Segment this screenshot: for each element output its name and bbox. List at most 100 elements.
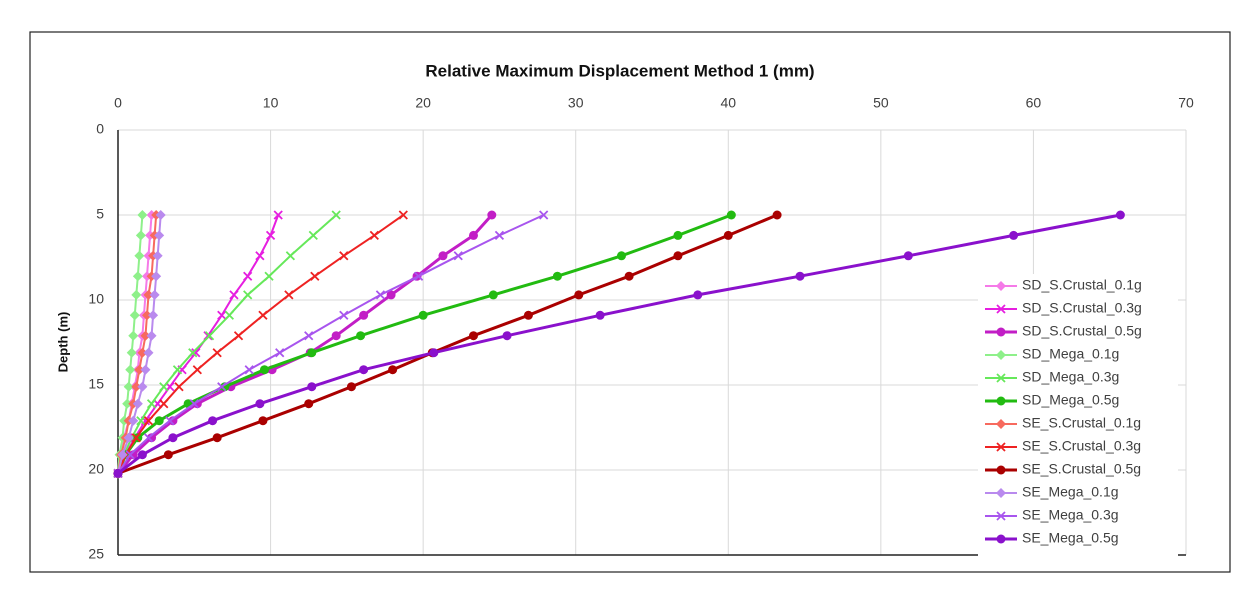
y-tick-label: 20 xyxy=(88,461,104,477)
marker xyxy=(996,442,1006,452)
marker xyxy=(126,347,137,358)
marker xyxy=(369,230,379,241)
y-axis-label: Depth (m) xyxy=(55,312,70,373)
marker xyxy=(624,271,634,281)
legend-label: SD_S.Crustal_0.5g xyxy=(1022,323,1142,339)
marker xyxy=(123,381,134,392)
marker xyxy=(165,416,175,426)
marker xyxy=(386,290,396,300)
marker xyxy=(310,271,320,281)
marker xyxy=(996,419,1006,429)
marker xyxy=(143,347,154,358)
legend-label: SE_S.Crustal_0.3g xyxy=(1022,438,1141,454)
marker xyxy=(154,230,165,241)
legend-label: SE_Mega_0.1g xyxy=(1022,484,1119,500)
legend-label: SE_S.Crustal_0.5g xyxy=(1022,461,1141,477)
marker xyxy=(996,488,1006,498)
marker xyxy=(539,210,549,220)
marker xyxy=(159,399,169,409)
marker xyxy=(339,251,349,261)
marker xyxy=(149,289,160,300)
marker xyxy=(574,290,584,300)
marker xyxy=(723,230,733,240)
marker xyxy=(258,310,268,320)
marker xyxy=(154,416,164,426)
marker xyxy=(307,382,317,392)
marker xyxy=(224,310,235,320)
marker xyxy=(339,310,349,320)
marker xyxy=(143,289,154,300)
marker xyxy=(132,398,143,409)
marker xyxy=(265,230,276,241)
legend-label: SE_Mega_0.3g xyxy=(1022,507,1119,523)
marker xyxy=(151,271,162,282)
marker xyxy=(136,416,146,426)
y-tick-label: 15 xyxy=(88,376,104,392)
marker xyxy=(255,399,265,409)
marker xyxy=(388,365,398,375)
x-tick-label: 30 xyxy=(568,95,584,111)
x-tick-label: 40 xyxy=(720,95,736,111)
marker xyxy=(137,210,148,220)
marker xyxy=(502,331,512,341)
marker xyxy=(129,310,140,321)
marker xyxy=(258,416,268,426)
y-tick-label: 25 xyxy=(88,546,104,562)
marker xyxy=(996,396,1006,406)
legend-label: SD_Mega_0.1g xyxy=(1022,346,1119,362)
marker xyxy=(123,432,134,443)
marker xyxy=(693,290,703,300)
marker xyxy=(304,399,314,409)
marker xyxy=(163,450,173,460)
marker xyxy=(128,330,139,341)
marker xyxy=(307,348,317,358)
legend-label: SD_S.Crustal_0.3g xyxy=(1022,300,1142,316)
marker xyxy=(113,468,123,478)
marker xyxy=(125,364,136,375)
marker xyxy=(134,364,145,375)
y-tick-label: 5 xyxy=(96,206,104,222)
marker xyxy=(134,250,145,261)
marker xyxy=(233,331,244,341)
marker xyxy=(996,281,1006,291)
marker xyxy=(229,290,239,300)
marker xyxy=(595,310,605,320)
x-tick-label: 10 xyxy=(263,95,279,111)
marker xyxy=(131,381,142,392)
marker xyxy=(137,450,147,460)
marker xyxy=(125,450,135,460)
x-tick-label: 0 xyxy=(114,95,122,111)
marker xyxy=(285,251,296,261)
marker xyxy=(346,382,356,392)
marker xyxy=(168,416,178,426)
marker xyxy=(523,310,533,320)
marker xyxy=(131,289,142,300)
marker xyxy=(146,330,157,341)
marker xyxy=(996,304,1006,314)
marker xyxy=(487,210,497,220)
x-tick-label: 60 xyxy=(1026,95,1042,111)
marker xyxy=(172,365,183,375)
marker xyxy=(141,310,152,321)
marker xyxy=(212,348,222,358)
marker xyxy=(429,348,439,358)
marker xyxy=(275,348,285,358)
marker xyxy=(189,399,199,409)
marker xyxy=(284,290,294,300)
x-tick-label: 70 xyxy=(1178,95,1194,111)
marker xyxy=(996,350,1006,360)
marker xyxy=(468,230,478,240)
marker xyxy=(413,271,424,281)
marker xyxy=(168,433,178,443)
marker xyxy=(243,271,253,281)
chart-title: Relative Maximum Displacement Method 1 (… xyxy=(425,61,814,80)
marker xyxy=(795,271,805,281)
marker xyxy=(174,382,184,392)
marker xyxy=(191,348,201,358)
legend-label: SE_S.Crustal_0.1g xyxy=(1022,415,1141,431)
marker xyxy=(140,364,151,375)
marker xyxy=(137,381,148,392)
marker xyxy=(264,271,274,281)
marker xyxy=(398,210,408,220)
